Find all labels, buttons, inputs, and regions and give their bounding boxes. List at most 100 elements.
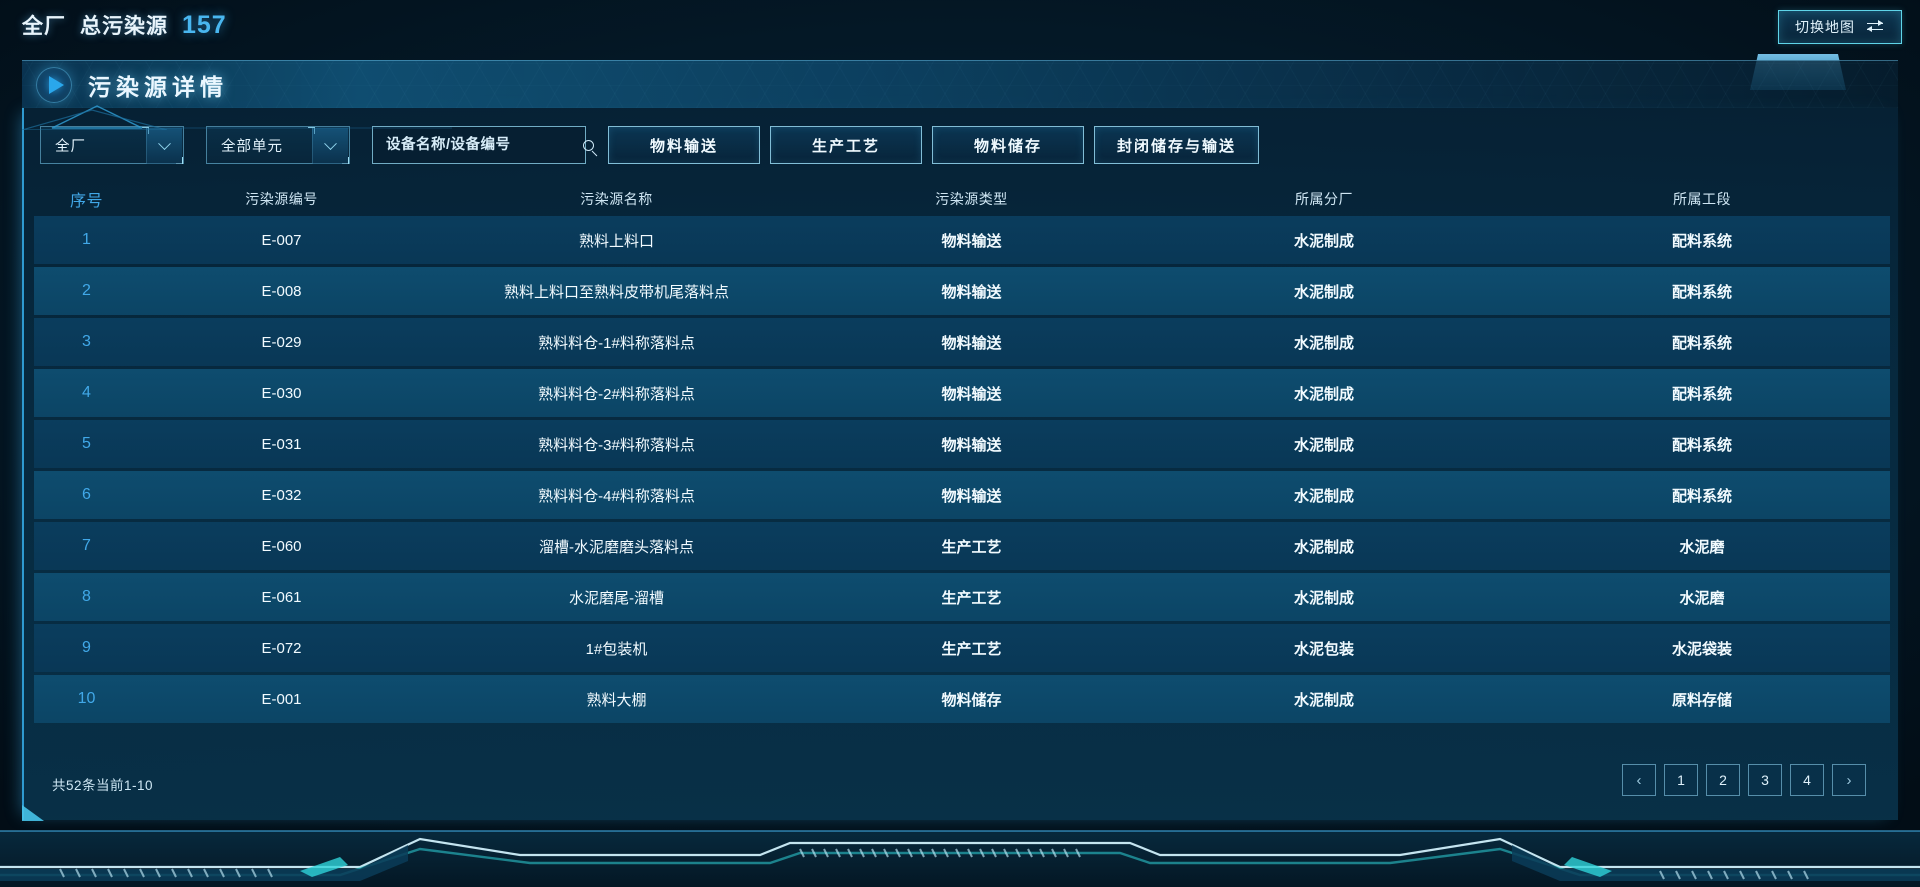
- plant-select[interactable]: 全厂: [40, 126, 184, 164]
- cell-section: 配料系统: [1671, 436, 1732, 454]
- category-label: 物料储存: [973, 137, 1042, 155]
- search-icon[interactable]: [583, 127, 594, 163]
- cell-section: 水泥袋装: [1671, 640, 1732, 658]
- cell-section: 配料系统: [1671, 283, 1732, 301]
- pagination-page-1[interactable]: 1: [1664, 764, 1698, 796]
- table-row[interactable]: 5 E-031 熟料料仓-3#料称落料点 物料输送 水泥制成 配料系统: [34, 420, 1890, 468]
- cell-name: 溜槽-水泥磨磨头落料点: [539, 538, 694, 556]
- table-body: 1 E-007 熟料上料口 物料输送 水泥制成 配料系统 2 E-008 熟料上料口至熟料皮带机…: [34, 216, 1890, 723]
- cell-section: 配料系统: [1671, 232, 1732, 250]
- cell-code: E-007: [261, 231, 302, 249]
- table-row[interactable]: 9 E-072 1#包装机 生产工艺 水泥包装 水泥袋装: [34, 624, 1890, 672]
- cell-section: 配料系统: [1671, 334, 1732, 352]
- cell-section: 原料存储: [1671, 691, 1732, 709]
- total-source-label: 总污染源: [80, 15, 168, 38]
- cell-index: 1: [82, 231, 91, 248]
- cell-branch: 水泥制成: [1293, 436, 1354, 454]
- table-row[interactable]: 2 E-008 熟料上料口至熟料皮带机尾落料点 物料输送 水泥制成 配料系统: [34, 267, 1890, 315]
- table-row[interactable]: 4 E-030 熟料料仓-2#料称落料点 物料输送 水泥制成 配料系统: [34, 369, 1890, 417]
- cell-type: 物料输送: [941, 283, 1002, 301]
- unit-select[interactable]: 全部单元: [206, 126, 350, 164]
- cell-branch: 水泥制成: [1293, 385, 1354, 403]
- cell-index: 9: [82, 639, 91, 656]
- chevron-down-icon: [312, 128, 348, 164]
- cell-name: 熟料大棚: [586, 691, 647, 709]
- plant-select-value: 全厂: [55, 138, 86, 155]
- pagination-prev-button[interactable]: ‹: [1622, 764, 1656, 796]
- total-source-count: 157: [182, 11, 227, 39]
- swap-icon: [1867, 19, 1885, 34]
- search-input[interactable]: [386, 127, 583, 163]
- panel-header: 污染源详情: [22, 60, 1898, 108]
- table-footer: 共52条当前1-10 ‹ 1 2 3 4 ›: [24, 750, 1900, 820]
- table-row[interactable]: 6 E-032 熟料料仓-4#料称落料点 物料输送 水泥制成 配料系统: [34, 471, 1890, 519]
- table-header-row: 序号 污染源编号 污染源名称 污染源类型 所属分厂 所属工段: [34, 182, 1890, 216]
- category-button-material-storage[interactable]: 物料储存: [932, 126, 1084, 164]
- cell-type: 物料输送: [941, 232, 1002, 250]
- cell-branch: 水泥制成: [1293, 589, 1354, 607]
- cell-branch: 水泥制成: [1293, 487, 1354, 505]
- cell-code: E-029: [261, 333, 302, 351]
- pollution-source-panel: 污染源详情 全厂 全部单元: [22, 60, 1898, 820]
- category-label: 物料输送: [649, 137, 718, 155]
- play-triangle-icon: [36, 66, 72, 103]
- cell-name: 熟料上料口: [578, 232, 654, 250]
- category-button-enclosed-storage-transport[interactable]: 封闭储存与输送: [1094, 126, 1260, 164]
- cell-branch: 水泥制成: [1293, 283, 1354, 301]
- pollution-source-table: 序号 污染源编号 污染源名称 污染源类型 所属分厂 所属工段 1 E-007 熟料上…: [34, 182, 1890, 726]
- chevron-down-icon: [146, 128, 182, 164]
- cell-section: 水泥磨: [1679, 589, 1725, 607]
- cell-type: 物料输送: [941, 334, 1002, 352]
- column-header-code: 污染源编号: [245, 191, 318, 207]
- cell-index: 8: [82, 588, 91, 605]
- cell-branch: 水泥制成: [1293, 538, 1354, 556]
- pagination-page-4[interactable]: 4: [1790, 764, 1824, 796]
- category-button-material-transport[interactable]: 物料输送: [608, 126, 760, 164]
- cell-name: 熟料料仓-1#料称落料点: [538, 334, 695, 352]
- table-row[interactable]: 7 E-060 溜槽-水泥磨磨头落料点 生产工艺 水泥制成 水泥磨: [34, 522, 1890, 570]
- cell-index: 6: [82, 486, 91, 503]
- pagination-next-button[interactable]: ›: [1832, 764, 1866, 796]
- cell-code: E-031: [261, 435, 302, 453]
- switch-map-button[interactable]: 切换地图: [1778, 10, 1902, 44]
- cell-branch: 水泥制成: [1293, 232, 1354, 250]
- pagination-page-3[interactable]: 3: [1748, 764, 1782, 796]
- cell-branch: 水泥包装: [1293, 640, 1354, 658]
- top-bar-title: 全厂 总污染源 157: [22, 10, 227, 40]
- cell-code: E-060: [261, 537, 302, 555]
- switch-map-label: 切换地图: [1795, 19, 1855, 35]
- panel-body: 全厂 全部单元 物料输送: [22, 108, 1898, 820]
- cell-code: E-061: [261, 588, 302, 606]
- page-title: 污染源详情: [88, 73, 228, 100]
- cell-type: 物料输送: [941, 385, 1002, 403]
- cell-index: 7: [82, 537, 91, 554]
- cell-type: 物料储存: [941, 691, 1002, 709]
- table-row[interactable]: 10 E-001 熟料大棚 物料储存 水泥制成 原料存储: [34, 675, 1890, 723]
- cell-name: 熟料料仓-2#料称落料点: [538, 385, 695, 403]
- pagination-page-2[interactable]: 2: [1706, 764, 1740, 796]
- cell-index: 5: [82, 435, 91, 452]
- cell-index: 3: [82, 333, 91, 350]
- search-box[interactable]: [372, 126, 594, 164]
- table-row[interactable]: 3 E-029 熟料料仓-1#料称落料点 物料输送 水泥制成 配料系统: [34, 318, 1890, 366]
- total-count-text: 共52条当前1-10: [52, 778, 154, 793]
- table-row[interactable]: 8 E-061 水泥磨尾-溜槽 生产工艺 水泥制成 水泥磨: [34, 573, 1890, 621]
- cell-type: 物料输送: [941, 487, 1002, 505]
- category-label: 封闭储存与输送: [1117, 137, 1237, 155]
- cell-name: 1#包装机: [585, 640, 648, 658]
- plant-scope-label: 全厂: [22, 15, 66, 38]
- category-button-production-process[interactable]: 生产工艺: [770, 126, 922, 164]
- cell-section: 配料系统: [1671, 487, 1732, 505]
- cell-type: 生产工艺: [941, 589, 1002, 607]
- table-row[interactable]: 1 E-007 熟料上料口 物料输送 水泥制成 配料系统: [34, 216, 1890, 264]
- unit-select-value: 全部单元: [221, 138, 283, 155]
- column-header-branch: 所属分厂: [1295, 191, 1353, 207]
- cell-name: 熟料料仓-3#料称落料点: [538, 436, 695, 454]
- cell-branch: 水泥制成: [1293, 691, 1354, 709]
- cell-index: 2: [82, 282, 91, 299]
- cell-name: 熟料上料口至熟料皮带机尾落料点: [503, 283, 729, 301]
- cell-index: 4: [82, 384, 91, 401]
- pagination: ‹ 1 2 3 4 ›: [1622, 764, 1866, 796]
- filter-bar: 全厂 全部单元 物料输送: [40, 126, 1260, 164]
- cell-type: 生产工艺: [941, 538, 1002, 556]
